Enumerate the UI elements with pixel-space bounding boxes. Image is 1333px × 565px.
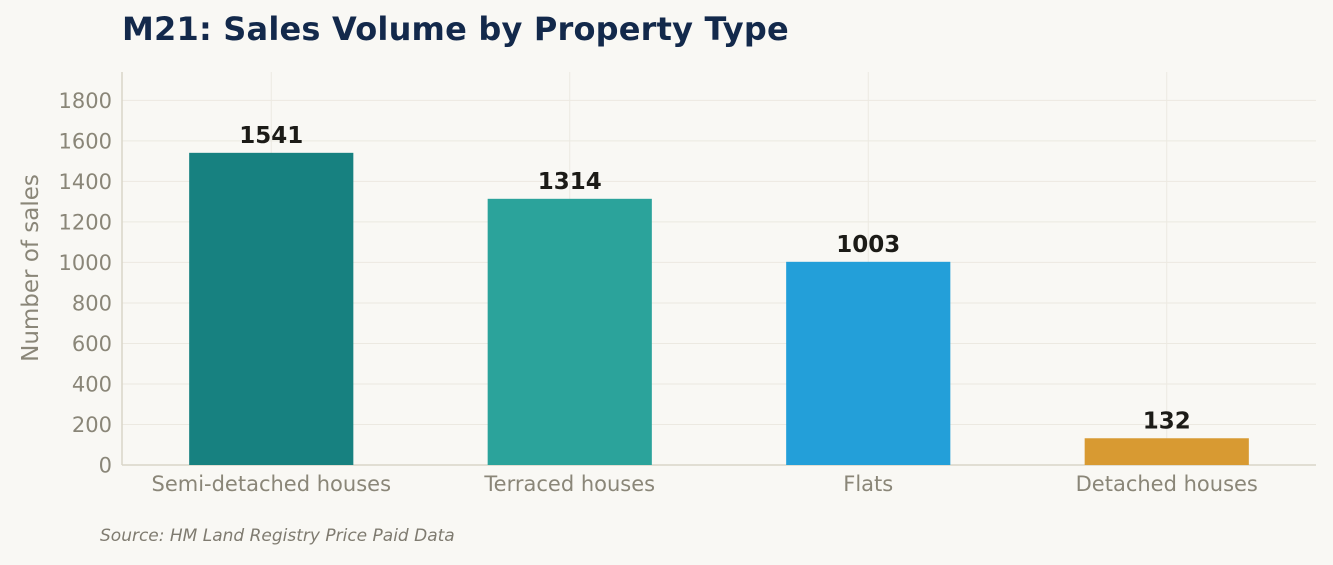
bars bbox=[189, 152, 1249, 465]
bar bbox=[189, 152, 354, 465]
y-axis-title: Number of sales bbox=[18, 174, 44, 362]
bar-value-label: 1541 bbox=[239, 123, 303, 149]
y-tick-label: 0 bbox=[99, 454, 112, 478]
y-tick-label: 1800 bbox=[59, 89, 112, 113]
x-tick-label: Terraced houses bbox=[483, 472, 655, 496]
x-tick-label: Flats bbox=[843, 472, 893, 496]
bar-value-label: 1003 bbox=[836, 232, 900, 258]
chart-title: M21: Sales Volume by Property Type bbox=[122, 10, 789, 48]
x-tick-label: Detached houses bbox=[1076, 472, 1258, 496]
bar bbox=[487, 198, 652, 465]
y-tick-labels: 0 200 400 600 800 1000 1200 1400 1600 1800 bbox=[59, 89, 112, 478]
bar-value-label: 132 bbox=[1143, 408, 1191, 434]
bar bbox=[1084, 438, 1249, 465]
y-tick-label: 600 bbox=[72, 332, 112, 356]
y-tick-label: 1400 bbox=[59, 170, 112, 194]
bar-value-label: 1314 bbox=[538, 169, 602, 195]
data-labels: 1541 1314 1003 132 bbox=[239, 123, 1191, 434]
source-note: Source: HM Land Registry Price Paid Data bbox=[100, 526, 455, 546]
y-tick-label: 400 bbox=[72, 372, 112, 396]
y-tick-label: 800 bbox=[72, 291, 112, 315]
y-tick-label: 1000 bbox=[59, 251, 112, 275]
x-tick-label: Semi-detached houses bbox=[151, 472, 391, 496]
y-tick-label: 1200 bbox=[59, 210, 112, 234]
x-tick-labels: Semi-detached houses Terraced houses Flats… bbox=[151, 472, 1257, 496]
y-tick-label: 200 bbox=[72, 413, 112, 437]
y-tick-label: 1600 bbox=[59, 129, 112, 153]
bar bbox=[786, 261, 951, 465]
